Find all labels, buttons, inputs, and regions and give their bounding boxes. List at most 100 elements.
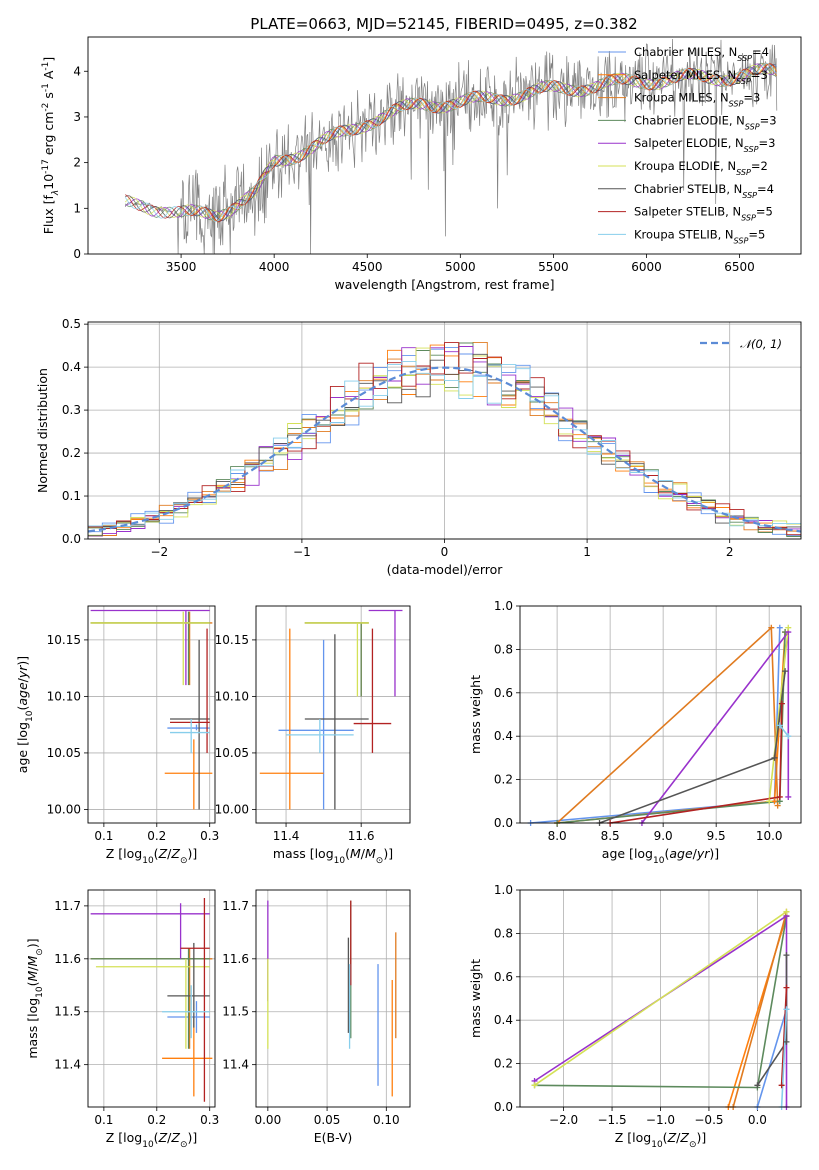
weight-series-2 bbox=[556, 625, 779, 823]
axes-frame bbox=[255, 889, 411, 1108]
y-tick-label-0: 11.4 bbox=[222, 1058, 249, 1072]
weight-series-8 bbox=[780, 1009, 788, 1107]
y-tick-label-1: 1 bbox=[73, 201, 81, 215]
x-axis-label: E(B-V) bbox=[314, 1130, 353, 1145]
x-tick-label-3: 1 bbox=[583, 545, 591, 559]
x-tick-label-1: 0.05 bbox=[314, 1113, 341, 1127]
legend-label-6: Chabrier STELIB, NSSP=4 bbox=[634, 182, 774, 200]
x-tick-label-1: 8.5 bbox=[601, 829, 620, 843]
y-axis-label: Normed distribution bbox=[35, 368, 50, 493]
weight-series-5 bbox=[534, 911, 787, 1086]
axes-frame bbox=[87, 605, 216, 824]
y-tick-label-2: 0.4 bbox=[494, 1013, 513, 1027]
weight-marker-6-2 bbox=[782, 668, 789, 675]
y-tick-label-2: 11.6 bbox=[54, 952, 81, 966]
y-tick-label-3: 0.6 bbox=[494, 686, 513, 700]
weight-marker-7-2 bbox=[778, 700, 785, 707]
x-tick-label-0: −2.0 bbox=[549, 1113, 578, 1127]
legend-label-5: Kroupa ELODIE, NSSP=2 bbox=[634, 159, 768, 177]
x-tick-label-0: 0.1 bbox=[94, 829, 113, 843]
x-axis-label: Z [log10(Z/Z⊙)] bbox=[106, 1130, 198, 1150]
spectrum-legend: Chabrier MILES, NSSP=4 Salpeter MILES, NS… bbox=[598, 45, 777, 245]
legend-label-3: Chabrier ELODIE, NSSP=3 bbox=[634, 113, 777, 130]
weight-marker-8-1 bbox=[785, 733, 792, 740]
weight-series-3 bbox=[557, 631, 786, 823]
weight-marker-8-1 bbox=[783, 1006, 790, 1013]
y-tick-label-3: 10.15 bbox=[215, 633, 249, 647]
y-tick-label-2: 11.6 bbox=[222, 952, 249, 966]
x-tick-label-4: 2 bbox=[726, 545, 734, 559]
weight-series-0 bbox=[530, 627, 781, 823]
x-tick-label-0: 11.4 bbox=[273, 829, 300, 843]
axes-frame bbox=[87, 321, 802, 540]
y-tick-label-0: 0.0 bbox=[494, 816, 513, 830]
weight-vs-z-panel: −2.0 −1.5 −1.0 −0.5 0.0 0.0 0.2 0.4 0.6 0.8 1.0 Z [… bbox=[468, 883, 802, 1150]
x-tick-label-4: 5500 bbox=[538, 260, 569, 274]
weight-marker-5-0 bbox=[531, 1082, 538, 1089]
x-axis-label: (data-model)/error bbox=[387, 562, 504, 577]
y-tick-label-0: 11.4 bbox=[54, 1058, 81, 1072]
weight-series-4 bbox=[641, 629, 790, 823]
x-tick-label-0: −2 bbox=[150, 545, 168, 559]
legend-label-2: Kroupa MILES, NSSP=3 bbox=[634, 91, 760, 109]
weight-marker-5-0 bbox=[766, 798, 773, 805]
y-tick-label-3: 0.3 bbox=[62, 403, 81, 417]
x-tick-label-6: 6500 bbox=[724, 260, 755, 274]
y-tick-label-3: 11.7 bbox=[54, 899, 81, 913]
weight-series-8 bbox=[779, 724, 789, 737]
weight-marker-2-1 bbox=[768, 624, 775, 631]
x-tick-label-3: −0.5 bbox=[694, 1113, 723, 1127]
x-tick-label-1: −1.5 bbox=[597, 1113, 626, 1127]
weight-series-7 bbox=[609, 703, 783, 823]
spectrum-data-line bbox=[124, 38, 778, 254]
x-axis-label: mass [log10(M/M⊙)] bbox=[273, 846, 393, 866]
y-tick-label-3: 3 bbox=[73, 110, 81, 124]
y-tick-label-1: 0.2 bbox=[494, 773, 513, 787]
weight-marker-4-2 bbox=[785, 793, 792, 800]
legend-label-4: Salpeter ELODIE, NSSP=3 bbox=[634, 136, 775, 154]
spectrum-model-7 bbox=[124, 63, 776, 223]
axes-frame bbox=[87, 889, 216, 1108]
y-tick-label-4: 4 bbox=[73, 64, 81, 78]
residual-legend-label: 𝒩(0, 1) bbox=[740, 337, 782, 351]
weight-series-7 bbox=[780, 987, 788, 1086]
weight-marker-6-2 bbox=[783, 952, 790, 959]
y-tick-label-5: 1.0 bbox=[494, 883, 513, 897]
mass-vs-z-panel: 0.1 0.2 0.3 11.4 11.5 11.6 11.7 Z [log10(Z/Z⊙)]… bbox=[25, 889, 219, 1150]
y-tick-label-2: 10.10 bbox=[215, 689, 249, 703]
weight-marker-7-0 bbox=[778, 1082, 785, 1089]
y-tick-label-2: 0.2 bbox=[62, 446, 81, 460]
x-tick-label-4: 0.0 bbox=[748, 1113, 767, 1127]
weight-series-0 bbox=[756, 1009, 788, 1107]
y-tick-label-0: 10.00 bbox=[47, 802, 81, 816]
mass-vs-ebv-panel: 0.00 0.05 0.10 11.4 11.5 11.6 11.7 E(B-V) bbox=[222, 889, 411, 1145]
residuals-panel: −2 −1 0 1 2 0.0 0.1 0.2 0.3 0.4 0.5 (data-model)/er… bbox=[35, 317, 802, 577]
figure-title: PLATE=0663, MJD=52145, FIBERID=0495, z=0… bbox=[250, 15, 637, 33]
x-tick-label-2: 0 bbox=[441, 545, 449, 559]
x-tick-label-4: 10.0 bbox=[756, 829, 783, 843]
legend-label-8: Kroupa STELIB, NSSP=5 bbox=[634, 227, 765, 245]
weight-marker-7-1 bbox=[776, 793, 783, 800]
legend-label-0: Chabrier MILES, NSSP=4 bbox=[634, 45, 769, 63]
x-tick-label-2: 0.3 bbox=[200, 829, 219, 843]
y-tick-label-1: 11.5 bbox=[54, 1005, 81, 1019]
x-tick-label-5: 6000 bbox=[631, 260, 662, 274]
normal-reference-curve bbox=[88, 366, 801, 533]
weight-marker-0-2 bbox=[776, 624, 783, 631]
x-tick-label-0: 0.00 bbox=[254, 1113, 281, 1127]
y-tick-label-0: 0 bbox=[73, 247, 81, 261]
x-tick-label-0: 8.0 bbox=[548, 829, 567, 843]
y-tick-label-1: 10.05 bbox=[215, 746, 249, 760]
y-tick-label-3: 11.7 bbox=[222, 899, 249, 913]
y-axis-label: age [log10(age/yr)] bbox=[15, 656, 35, 773]
age-vs-z-panel: 0.1 0.2 0.3 10.00 10.05 10.10 10.15 Z [log10(Z/… bbox=[15, 605, 219, 866]
y-tick-label-0: 0.0 bbox=[494, 1100, 513, 1114]
y-axis-label: mass weight bbox=[468, 675, 483, 754]
spectrum-model-4 bbox=[125, 63, 776, 219]
y-axis-label: mass weight bbox=[468, 959, 483, 1038]
legend-label-7: Salpeter STELIB, NSSP=5 bbox=[634, 205, 773, 223]
x-axis-label: age [log10(age/yr)] bbox=[602, 846, 719, 866]
y-tick-label-3: 0.6 bbox=[494, 970, 513, 984]
y-tick-label-3: 10.15 bbox=[47, 633, 81, 647]
y-tick-label-1: 0.1 bbox=[62, 489, 81, 503]
